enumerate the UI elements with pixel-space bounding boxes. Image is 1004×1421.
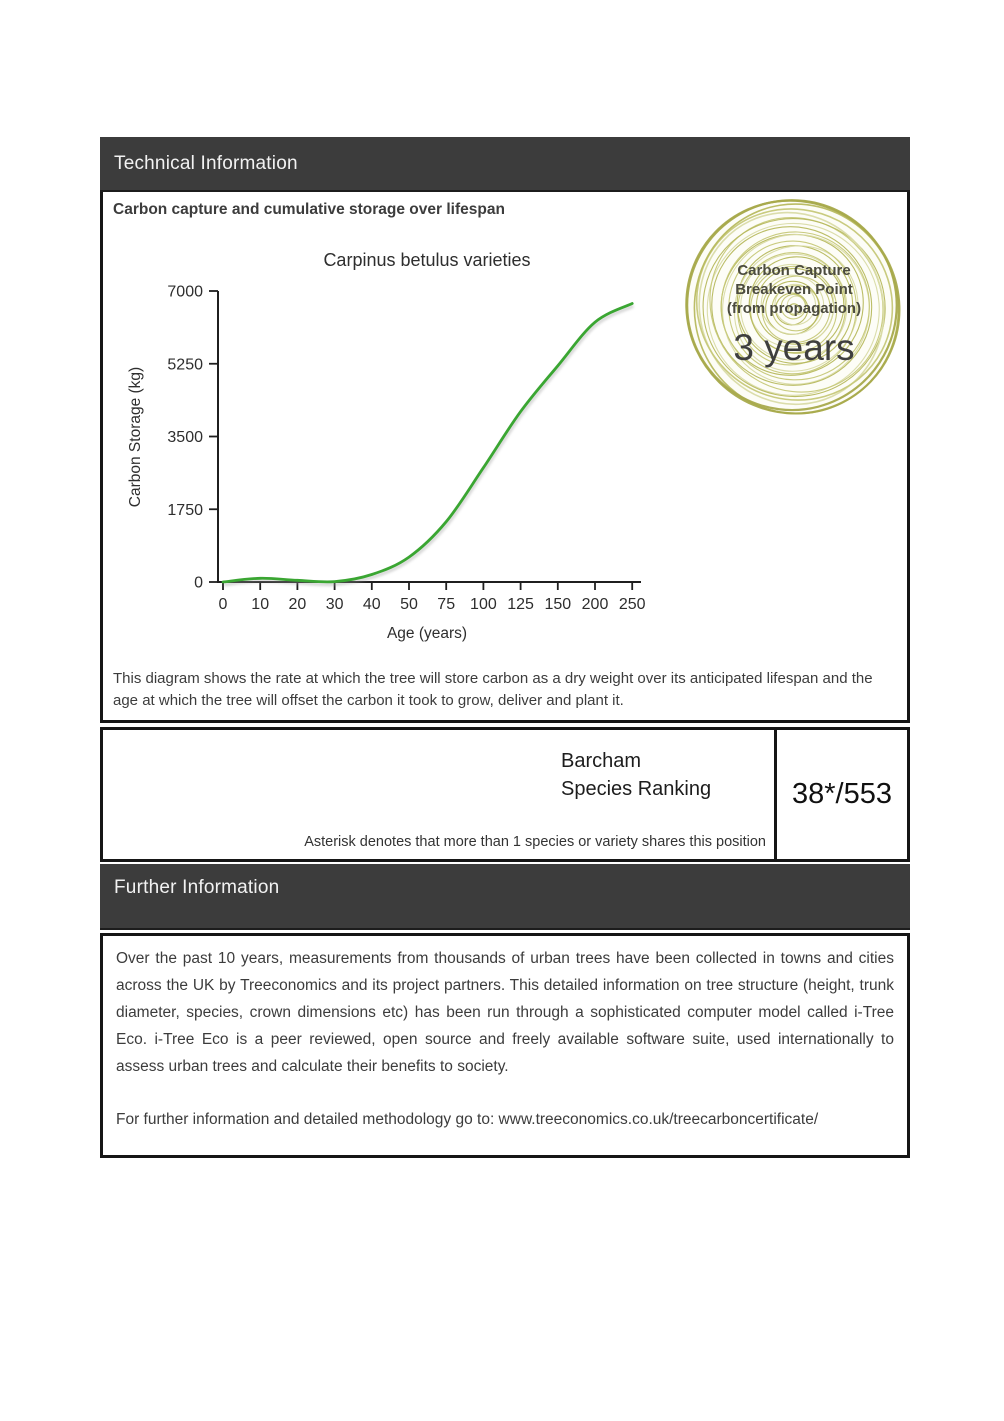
technical-header-band: Technical Information xyxy=(100,137,910,192)
further-info-link-line: For further information and detailed met… xyxy=(116,1111,819,1128)
further-info-panel: Over the past 10 years, measurements fro… xyxy=(100,933,910,1158)
breakeven-badge: Carbon Capture Breakeven Point (from pro… xyxy=(683,196,905,418)
y-tick-label: 5250 xyxy=(167,356,203,373)
x-tick-label: 40 xyxy=(363,596,381,613)
y-tick-label: 3500 xyxy=(167,429,203,446)
x-tick-label: 10 xyxy=(251,596,269,613)
ranking-label-cell: Barcham Species Ranking Asterisk denotes… xyxy=(103,730,777,859)
x-tick-label: 50 xyxy=(400,596,418,613)
badge-line-2: Breakeven Point xyxy=(735,280,853,298)
y-tick-label: 7000 xyxy=(167,284,203,301)
x-tick-label: 200 xyxy=(582,596,609,613)
x-tick-label: 250 xyxy=(619,596,646,613)
x-axis-title: Age (years) xyxy=(387,625,467,642)
x-tick-label: 125 xyxy=(507,596,534,613)
technical-header-title: Technical Information xyxy=(114,152,298,174)
ranking-label-line1: Barcham xyxy=(561,750,642,772)
breakeven-badge-text: Carbon Capture Breakeven Point (from pro… xyxy=(683,196,905,418)
further-header-title: Further Information xyxy=(114,877,280,898)
further-info-paragraph: Over the past 10 years, measurements fro… xyxy=(116,950,894,1075)
x-tick-label: 150 xyxy=(544,596,571,613)
badge-line-1: Carbon Capture xyxy=(737,261,851,279)
section-title: Carbon capture and cumulative storage ov… xyxy=(113,201,505,218)
x-tick-label: 20 xyxy=(289,596,307,613)
tree-rings-icon xyxy=(685,199,901,415)
ranking-value-cell: 38*/553 xyxy=(777,730,907,859)
further-header-band: Further Information xyxy=(100,864,910,930)
ranking-value: 38*/553 xyxy=(792,778,892,810)
badge-breakeven-value: 3 years xyxy=(733,326,855,368)
y-axis-title: Carbon Storage (kg) xyxy=(127,367,144,507)
ranking-asterisk-note: Asterisk denotes that more than 1 specie… xyxy=(304,834,766,850)
x-tick-label: 75 xyxy=(437,596,455,613)
x-tick-label: 0 xyxy=(219,596,228,613)
carbon-storage-curve xyxy=(221,302,634,584)
carbon-storage-chart: Carpinus betulus varieties 0 1750 3500 5250 7… xyxy=(127,250,646,642)
ranking-label-line2: Species Ranking xyxy=(561,778,712,800)
chart-panel: Carbon capture and cumulative storage ov… xyxy=(100,192,910,723)
species-ranking-box: Barcham Species Ranking Asterisk denotes… xyxy=(100,727,910,862)
curve-shadow xyxy=(223,304,634,587)
chart-title: Carpinus betulus varieties xyxy=(323,250,530,270)
y-tick-label: 0 xyxy=(194,575,203,592)
x-tick-label: 30 xyxy=(326,596,344,613)
certificate-document: Technical Information Carbon capture and… xyxy=(100,137,910,1158)
x-tick-label: 100 xyxy=(470,596,497,613)
chart-description: This diagram shows the rate at which the… xyxy=(113,670,873,709)
y-tick-label: 1750 xyxy=(167,502,203,519)
badge-line-3: (from propagation) xyxy=(726,299,862,317)
ranking-label: Barcham Species Ranking xyxy=(561,747,711,803)
